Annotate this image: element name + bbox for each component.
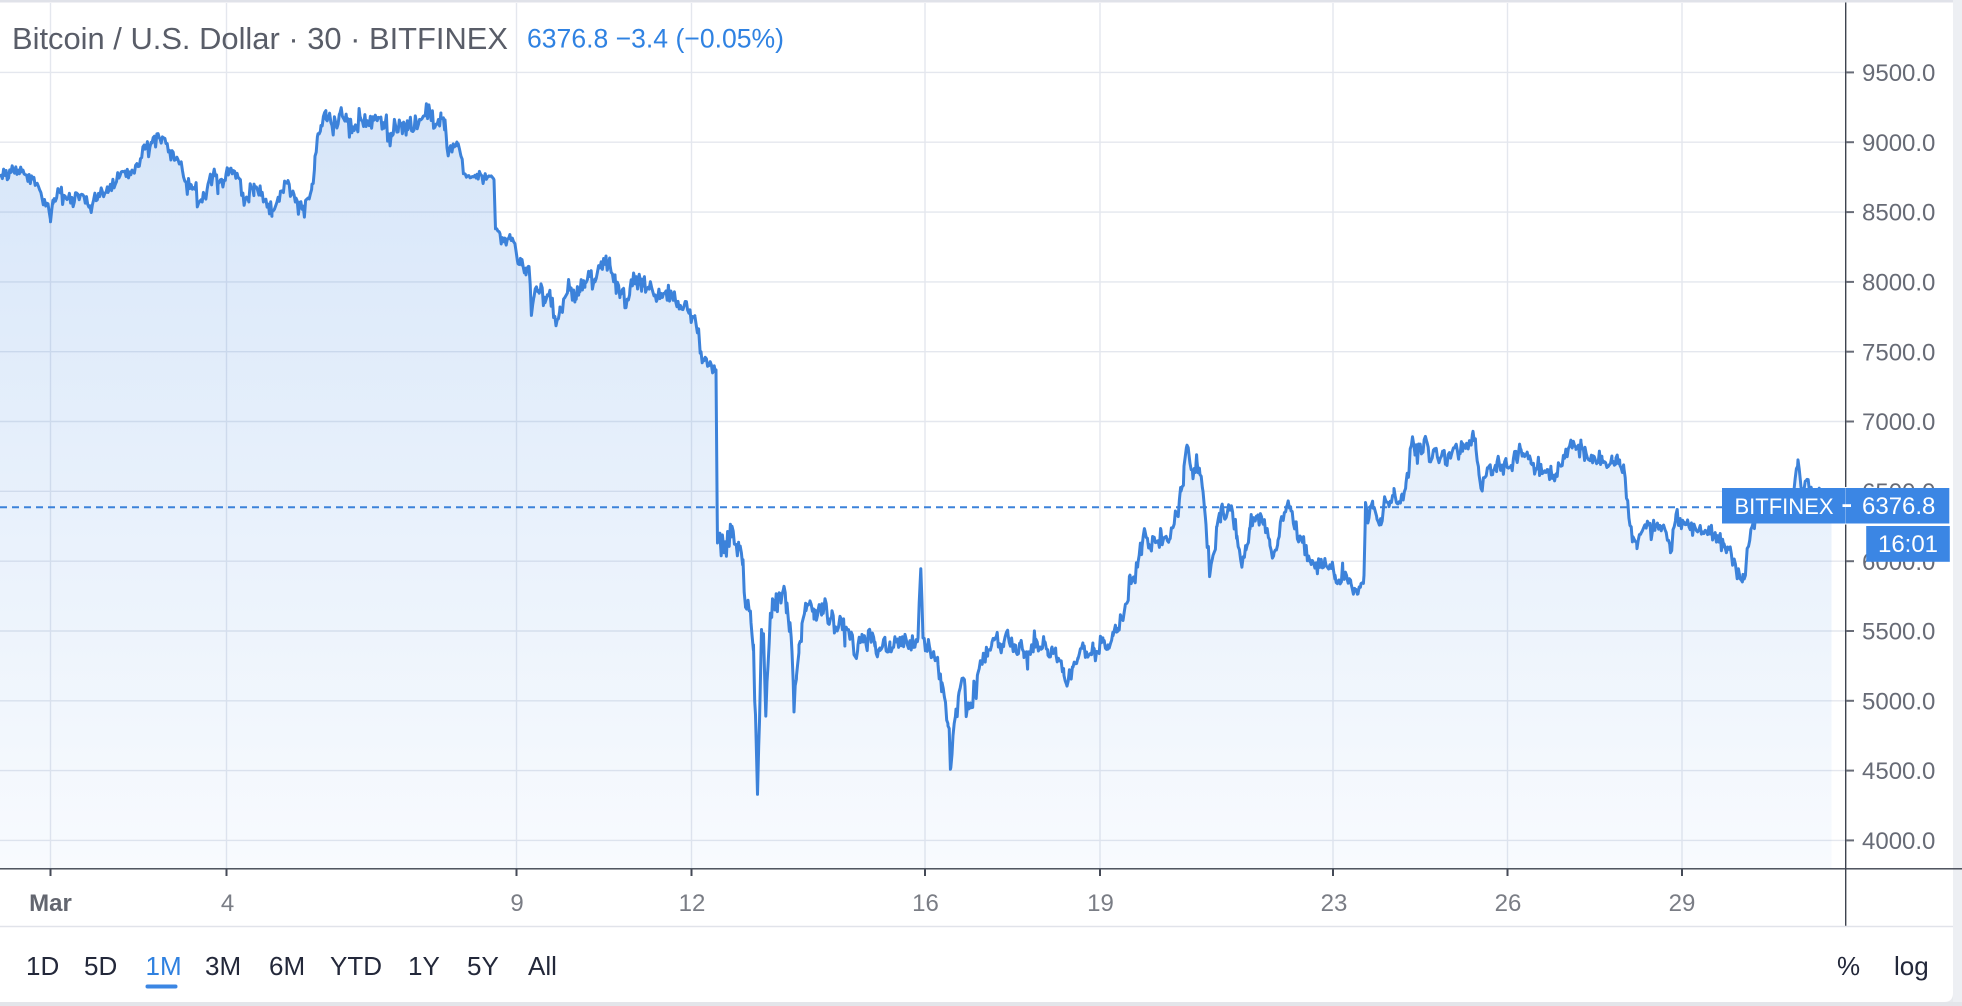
svg-text:log: log — [1894, 951, 1929, 981]
svg-text:Bitcoin / U.S. Dollar · 30 · B: Bitcoin / U.S. Dollar · 30 · BITFINEX — [12, 21, 508, 56]
svg-text:1Y: 1Y — [408, 951, 440, 981]
svg-text:9500.0: 9500.0 — [1862, 60, 1935, 87]
svg-text:4500.0: 4500.0 — [1862, 758, 1935, 785]
svg-text:9000.0: 9000.0 — [1862, 130, 1935, 157]
svg-text:16: 16 — [912, 890, 939, 917]
svg-text:Mar: Mar — [29, 890, 72, 917]
svg-text:All: All — [528, 951, 557, 981]
svg-text:BITFINEX: BITFINEX — [1734, 494, 1833, 519]
svg-text:5D: 5D — [84, 951, 117, 981]
svg-text:6376.8: 6376.8 — [1862, 493, 1935, 520]
svg-text:4000.0: 4000.0 — [1862, 828, 1935, 855]
svg-text:26: 26 — [1495, 890, 1522, 917]
svg-text:9: 9 — [510, 890, 523, 917]
svg-text:12: 12 — [679, 890, 706, 917]
svg-text:7000.0: 7000.0 — [1862, 409, 1935, 436]
svg-text:1M: 1M — [146, 951, 182, 981]
svg-text:5000.0: 5000.0 — [1862, 688, 1935, 715]
svg-text:6M: 6M — [269, 951, 305, 981]
svg-text:1D: 1D — [26, 951, 59, 981]
svg-text:4: 4 — [221, 890, 234, 917]
svg-text:8000.0: 8000.0 — [1862, 270, 1935, 297]
svg-text:23: 23 — [1321, 890, 1348, 917]
svg-text:5500.0: 5500.0 — [1862, 619, 1935, 646]
svg-text:29: 29 — [1669, 890, 1696, 917]
svg-text:6376.8 −3.4 (−0.05%): 6376.8 −3.4 (−0.05%) — [527, 24, 784, 54]
svg-text:YTD: YTD — [330, 951, 382, 981]
svg-text:3M: 3M — [205, 951, 241, 981]
svg-text:8500.0: 8500.0 — [1862, 200, 1935, 227]
svg-text:7500.0: 7500.0 — [1862, 339, 1935, 366]
svg-text:5Y: 5Y — [467, 951, 499, 981]
svg-text:%: % — [1837, 951, 1860, 981]
svg-text:16:01: 16:01 — [1878, 531, 1938, 558]
svg-text:19: 19 — [1087, 890, 1114, 917]
